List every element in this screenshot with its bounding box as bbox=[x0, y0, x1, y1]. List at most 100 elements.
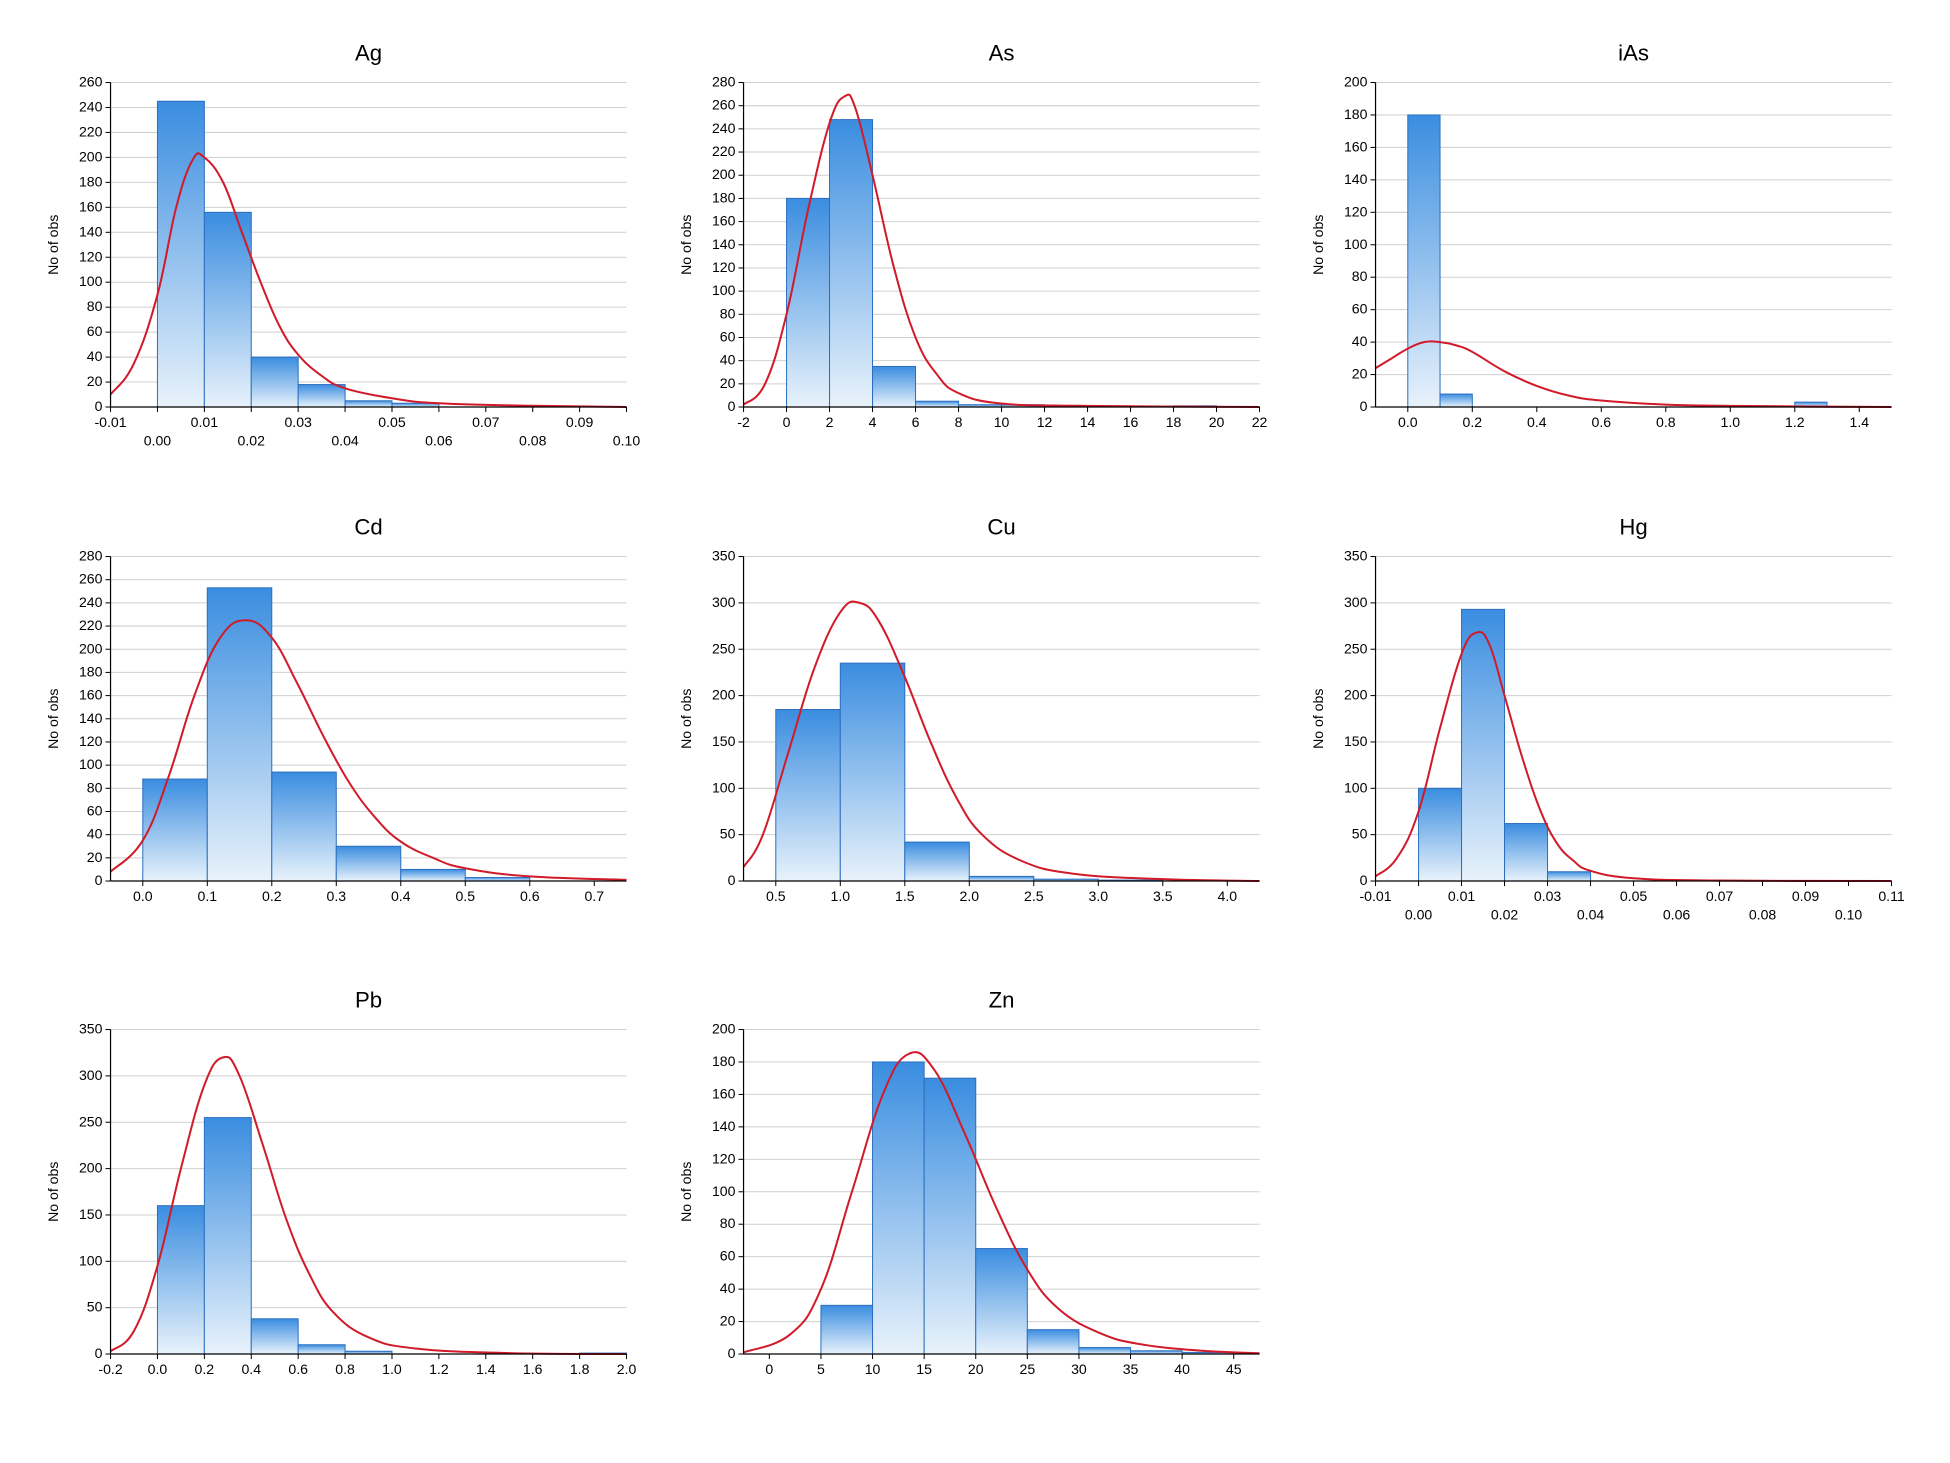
chart-title: Pb bbox=[355, 988, 382, 1013]
y-tick-label: 100 bbox=[79, 273, 103, 289]
y-tick-label: 80 bbox=[87, 298, 103, 314]
x-tick-label: 0.1 bbox=[197, 888, 217, 904]
x-tick-label-row2: 0.04 bbox=[1577, 906, 1605, 922]
x-tick-label: 0.03 bbox=[284, 414, 312, 430]
y-tick-label: 280 bbox=[712, 74, 736, 90]
histogram-iAs: iAs020406080100120140160180200No of obs0… bbox=[1305, 30, 1910, 476]
y-tick-label: 120 bbox=[712, 259, 736, 275]
y-tick-label: 150 bbox=[79, 1206, 103, 1222]
y-tick-label: 120 bbox=[79, 248, 103, 264]
y-tick-label: 80 bbox=[87, 779, 103, 795]
histogram-bar bbox=[1440, 394, 1472, 407]
y-tick-label: 0 bbox=[95, 1345, 103, 1361]
x-tick-label: 22 bbox=[1251, 414, 1267, 430]
y-tick-label: 200 bbox=[79, 640, 103, 656]
y-tick-label: 240 bbox=[79, 99, 103, 115]
y-tick-label: 250 bbox=[1344, 640, 1368, 656]
x-tick-label: 0.07 bbox=[472, 414, 500, 430]
y-tick-label: 20 bbox=[719, 375, 735, 391]
y-tick-label: 100 bbox=[712, 282, 736, 298]
y-axis-label: No of obs bbox=[1310, 688, 1326, 748]
y-tick-label: 180 bbox=[712, 1053, 736, 1069]
x-tick-label: 0.2 bbox=[1463, 414, 1483, 430]
histogram-bar bbox=[1419, 788, 1462, 881]
x-tick-label: 15 bbox=[916, 1362, 932, 1378]
histogram-bar bbox=[207, 587, 271, 880]
y-axis-label: No of obs bbox=[45, 688, 61, 748]
histogram-bar bbox=[872, 366, 915, 407]
x-tick-label: 0.05 bbox=[378, 414, 406, 430]
x-tick-label: 0.7 bbox=[584, 888, 604, 904]
x-tick-label: 2.0 bbox=[617, 1362, 637, 1378]
histogram-Ag: Ag020406080100120140160180200220240260No… bbox=[40, 30, 645, 476]
y-tick-label: 200 bbox=[79, 1160, 103, 1176]
chart-panel: Cu050100150200250300350No of obs0.51.01.… bbox=[673, 504, 1278, 950]
y-tick-label: 40 bbox=[87, 825, 103, 841]
x-tick-label: 1.4 bbox=[476, 1362, 496, 1378]
x-tick-label-row2: 0.00 bbox=[144, 432, 172, 448]
chart-panel: Hg050100150200250300350No of obs-0.010.0… bbox=[1305, 504, 1910, 950]
y-tick-label: 0 bbox=[1360, 398, 1368, 414]
x-tick-label: 0 bbox=[765, 1362, 773, 1378]
y-tick-label: 100 bbox=[712, 779, 736, 795]
y-tick-label: 50 bbox=[719, 825, 735, 841]
x-tick-label: -0.01 bbox=[94, 414, 126, 430]
x-tick-label: 25 bbox=[1019, 1362, 1035, 1378]
histogram-bar bbox=[786, 198, 829, 407]
y-axis-label: No of obs bbox=[45, 1162, 61, 1222]
histogram-bar bbox=[1408, 115, 1440, 407]
x-tick-label: 0.01 bbox=[191, 414, 219, 430]
histogram-bar bbox=[829, 120, 872, 407]
chart-panel: iAs020406080100120140160180200No of obs0… bbox=[1305, 30, 1910, 476]
histogram-bar bbox=[915, 401, 958, 407]
histogram-As: As02040608010012014016018020022024026028… bbox=[673, 30, 1278, 476]
y-tick-label: 350 bbox=[79, 1021, 103, 1037]
y-tick-label: 200 bbox=[712, 166, 736, 182]
histogram-bar bbox=[1548, 871, 1591, 880]
y-tick-label: 240 bbox=[712, 120, 736, 136]
histogram-Pb: Pb050100150200250300350No of obs-0.20.00… bbox=[40, 977, 645, 1423]
charts-grid: Ag020406080100120140160180200220240260No… bbox=[0, 0, 1950, 1463]
y-tick-label: 0 bbox=[95, 398, 103, 414]
x-tick-label: 1.0 bbox=[382, 1362, 402, 1378]
y-tick-label: 180 bbox=[1344, 106, 1368, 122]
y-tick-label: 250 bbox=[712, 640, 736, 656]
histogram-bar bbox=[969, 876, 1033, 881]
x-tick-label: 0.5 bbox=[766, 888, 786, 904]
x-tick-label: 0.3 bbox=[326, 888, 346, 904]
y-tick-label: 40 bbox=[87, 348, 103, 364]
x-tick-label: 35 bbox=[1122, 1362, 1138, 1378]
y-tick-label: 120 bbox=[712, 1151, 736, 1167]
y-tick-label: 300 bbox=[712, 594, 736, 610]
y-tick-label: 140 bbox=[79, 223, 103, 239]
y-tick-label: 100 bbox=[1344, 779, 1368, 795]
x-tick-label: 0.8 bbox=[1656, 414, 1676, 430]
y-tick-label: 140 bbox=[712, 1118, 736, 1134]
y-tick-label: 200 bbox=[712, 1021, 736, 1037]
chart-title: As bbox=[988, 40, 1014, 65]
y-tick-label: 80 bbox=[1352, 268, 1368, 284]
x-tick-label: 40 bbox=[1174, 1362, 1190, 1378]
x-tick-label: 0.09 bbox=[566, 414, 594, 430]
y-tick-label: 60 bbox=[719, 1248, 735, 1264]
x-tick-label: 0.4 bbox=[1527, 414, 1547, 430]
x-tick-label: 0.07 bbox=[1706, 888, 1734, 904]
y-tick-label: 160 bbox=[1344, 138, 1368, 154]
x-tick-label: 1.4 bbox=[1850, 414, 1870, 430]
x-tick-label: 18 bbox=[1165, 414, 1181, 430]
histogram-bar bbox=[298, 385, 345, 407]
y-tick-label: 20 bbox=[87, 849, 103, 865]
y-tick-label: 140 bbox=[1344, 171, 1368, 187]
x-tick-label: 0.01 bbox=[1448, 888, 1476, 904]
y-tick-label: 60 bbox=[87, 323, 103, 339]
x-tick-label: 3.0 bbox=[1088, 888, 1108, 904]
y-tick-label: 200 bbox=[1344, 74, 1368, 90]
x-tick-label: 0.05 bbox=[1620, 888, 1648, 904]
x-tick-label: -0.2 bbox=[98, 1362, 122, 1378]
histogram-bar bbox=[157, 101, 204, 407]
x-tick-label: 1.8 bbox=[570, 1362, 590, 1378]
chart-panel: Pb050100150200250300350No of obs-0.20.00… bbox=[40, 977, 645, 1423]
chart-panel: Cd02040608010012014016018020022024026028… bbox=[40, 504, 645, 950]
x-tick-label: -2 bbox=[737, 414, 750, 430]
y-tick-label: 220 bbox=[79, 123, 103, 139]
